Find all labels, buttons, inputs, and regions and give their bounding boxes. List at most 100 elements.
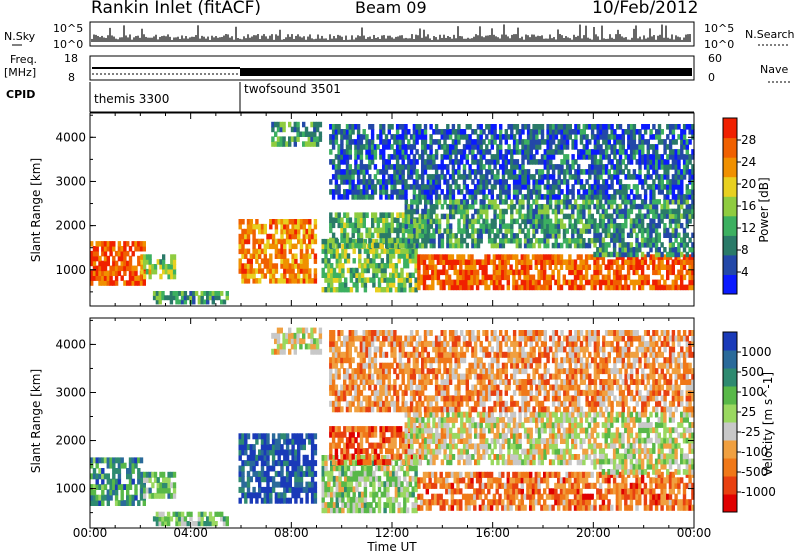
power-cells-cell	[280, 253, 284, 259]
power-cells-cell	[627, 159, 631, 165]
power-cells-cell	[668, 284, 673, 291]
power-cells-cell	[442, 254, 446, 260]
power-cells-cell	[123, 260, 127, 267]
velocity-cells-cell	[308, 438, 312, 445]
power-cells-cell	[241, 243, 245, 250]
power-cells-cell	[504, 223, 508, 229]
power-cells-cell	[526, 279, 530, 286]
power-cells-cell	[280, 219, 284, 225]
power-cells-cell	[429, 144, 433, 150]
power-cells-cell	[172, 259, 177, 265]
power-cells-cell	[532, 242, 536, 249]
power-cells-cell	[504, 208, 508, 215]
velocity-cells-cell	[260, 454, 265, 461]
velocity-cells-cell	[263, 497, 267, 504]
power-cells-cell	[604, 213, 608, 219]
velocity-cells-cell	[304, 327, 309, 334]
power-cells-cell	[557, 233, 561, 239]
power-cells-cell	[571, 228, 575, 234]
power-cells-cell	[305, 219, 309, 225]
power-cells-cell	[643, 189, 648, 195]
power-cells-cell	[112, 280, 116, 286]
power-cells-cell	[274, 141, 278, 147]
colorbar-tick-label: 24	[741, 155, 756, 169]
power-cells-cell	[366, 253, 370, 259]
velocity-cells-cell	[380, 491, 384, 498]
power-cells-cell	[330, 253, 334, 259]
power-cells-cell	[329, 149, 333, 155]
power-cells-cell	[495, 254, 499, 260]
power-cells-cell	[507, 149, 511, 155]
velocity-cells-cell	[377, 496, 382, 503]
velocity-cells-cell	[120, 462, 124, 469]
power-cells-cell	[655, 169, 659, 175]
power-cells-cell	[568, 269, 572, 276]
power-cells-cell	[332, 253, 337, 259]
power-cells-cell	[573, 242, 578, 249]
power-cells-cell	[562, 279, 566, 286]
power-cells-cell	[117, 246, 122, 252]
power-cells-cell	[106, 260, 110, 267]
power-cells-cell	[607, 232, 611, 238]
power-cells-cell	[447, 264, 452, 270]
velocity-cells-cell	[166, 521, 171, 527]
power-cells-cell	[137, 275, 141, 281]
power-cells-cell	[649, 184, 653, 190]
velocity-cells-cell	[304, 343, 309, 350]
velocity-cells-cell	[246, 433, 251, 440]
power-cells-cell	[562, 199, 567, 205]
power-cells-cell	[621, 227, 625, 234]
power-cells-cell	[598, 251, 603, 258]
velocity-cells-cell	[297, 438, 301, 445]
power-cells-cell	[238, 263, 242, 269]
power-cells-cell	[379, 149, 383, 155]
power-cells-cell	[462, 134, 467, 140]
power-cells-cell	[434, 184, 439, 190]
power-cells-cell	[432, 218, 436, 225]
power-cells-cell	[599, 189, 603, 195]
power-cells-cell	[476, 233, 481, 239]
power-cells-cell	[461, 259, 466, 265]
power-cells-cell	[565, 184, 570, 190]
power-cells-cell	[579, 179, 584, 185]
power-cells-cell	[493, 179, 497, 185]
power-cells-cell	[635, 129, 639, 135]
power-cells-cell	[460, 242, 464, 249]
power-cells-cell	[482, 149, 486, 155]
power-cells-cell	[415, 159, 419, 165]
power-cells-cell	[612, 259, 617, 265]
velocity-cells-cell	[327, 470, 331, 477]
power-cells-cell	[601, 223, 606, 229]
power-cells-cell	[337, 222, 341, 229]
power-cells-cell	[101, 270, 105, 276]
power-cells-cell	[537, 238, 542, 244]
power-cells-cell	[462, 179, 467, 185]
power-cells-cell	[560, 189, 564, 195]
power-cells-cell	[538, 174, 542, 180]
power-cells-cell	[506, 269, 510, 276]
power-cells-cell	[379, 134, 383, 140]
power-cells-cell	[576, 218, 581, 225]
power-cells-cell	[246, 219, 251, 225]
power-cells-cell	[293, 121, 297, 128]
power-cells-cell	[440, 129, 444, 135]
power-cells-cell	[610, 237, 614, 243]
power-cells-cell	[393, 217, 397, 223]
power-cells-cell	[98, 265, 102, 272]
power-cells-cell	[476, 242, 481, 249]
power-cells-cell	[479, 159, 483, 165]
power-cells-cell	[596, 274, 600, 281]
power-cells-cell	[565, 164, 570, 170]
velocity-cells-cell	[109, 494, 113, 501]
power-cells-cell	[604, 139, 609, 145]
power-cells-cell	[579, 274, 583, 281]
velocity-cells-cell	[156, 487, 160, 494]
power-cells-cell	[454, 208, 458, 215]
power-cells-cell	[443, 179, 447, 185]
power-cells-cell	[643, 259, 648, 265]
velocity-cells-cell	[344, 486, 348, 493]
power-cells-cell	[576, 284, 580, 291]
power-cells-cell	[396, 222, 400, 229]
power-cells-cell	[437, 218, 442, 225]
power-cells-cell	[501, 164, 506, 170]
